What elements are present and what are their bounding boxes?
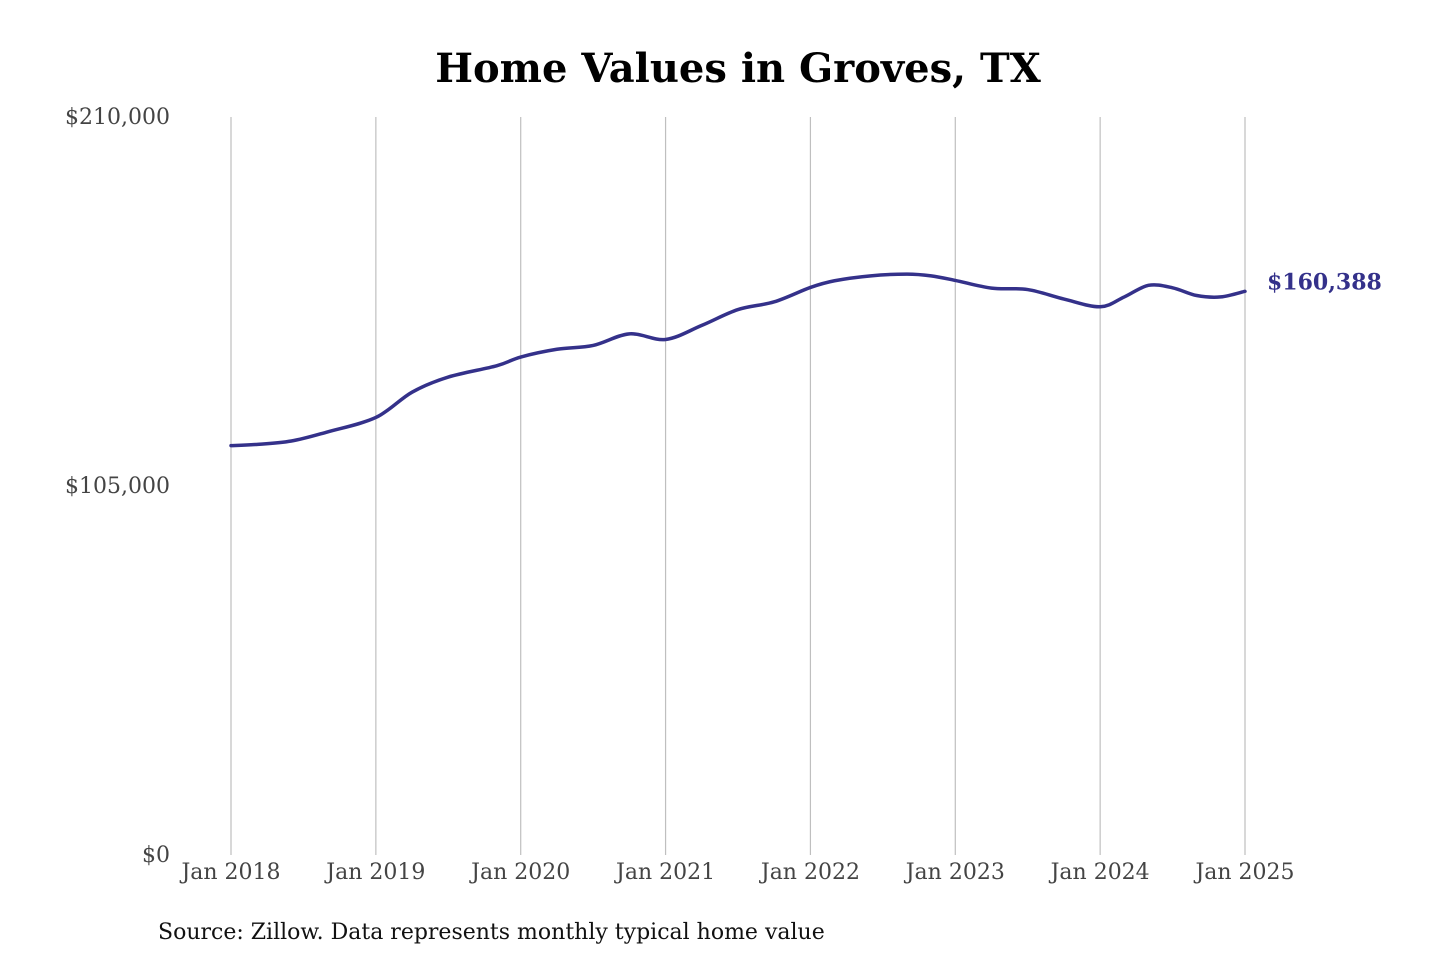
y-axis-tick-labels: $0 $105,000 $210,000 — [65, 105, 170, 868]
x-tick-label: Jan 2021 — [614, 860, 715, 885]
x-tick-label: Jan 2023 — [904, 860, 1005, 885]
x-axis-tick-labels: Jan 2018 Jan 2019 Jan 2020 Jan 2021 Jan 2022… — [179, 860, 1294, 885]
y-tick-label: $105,000 — [65, 474, 170, 499]
x-tick-label: Jan 2025 — [1193, 860, 1294, 885]
x-tick-label: Jan 2020 — [469, 860, 570, 885]
x-tick-label: Jan 2019 — [324, 860, 425, 885]
series-line — [229, 272, 1247, 448]
y-tick-label: $0 — [142, 843, 170, 868]
y-tick-label: $210,000 — [65, 105, 170, 130]
end-value-label: $160,388 — [1267, 269, 1382, 295]
source-note: Source: Zillow. Data represents monthly … — [158, 920, 825, 945]
chart-title: Home Values in Groves, TX — [435, 45, 1041, 92]
x-tick-label: Jan 2024 — [1049, 860, 1150, 885]
x-tick-label: Jan 2022 — [759, 860, 860, 885]
gridlines — [230, 117, 1246, 855]
x-tick-label: Jan 2018 — [179, 860, 280, 885]
